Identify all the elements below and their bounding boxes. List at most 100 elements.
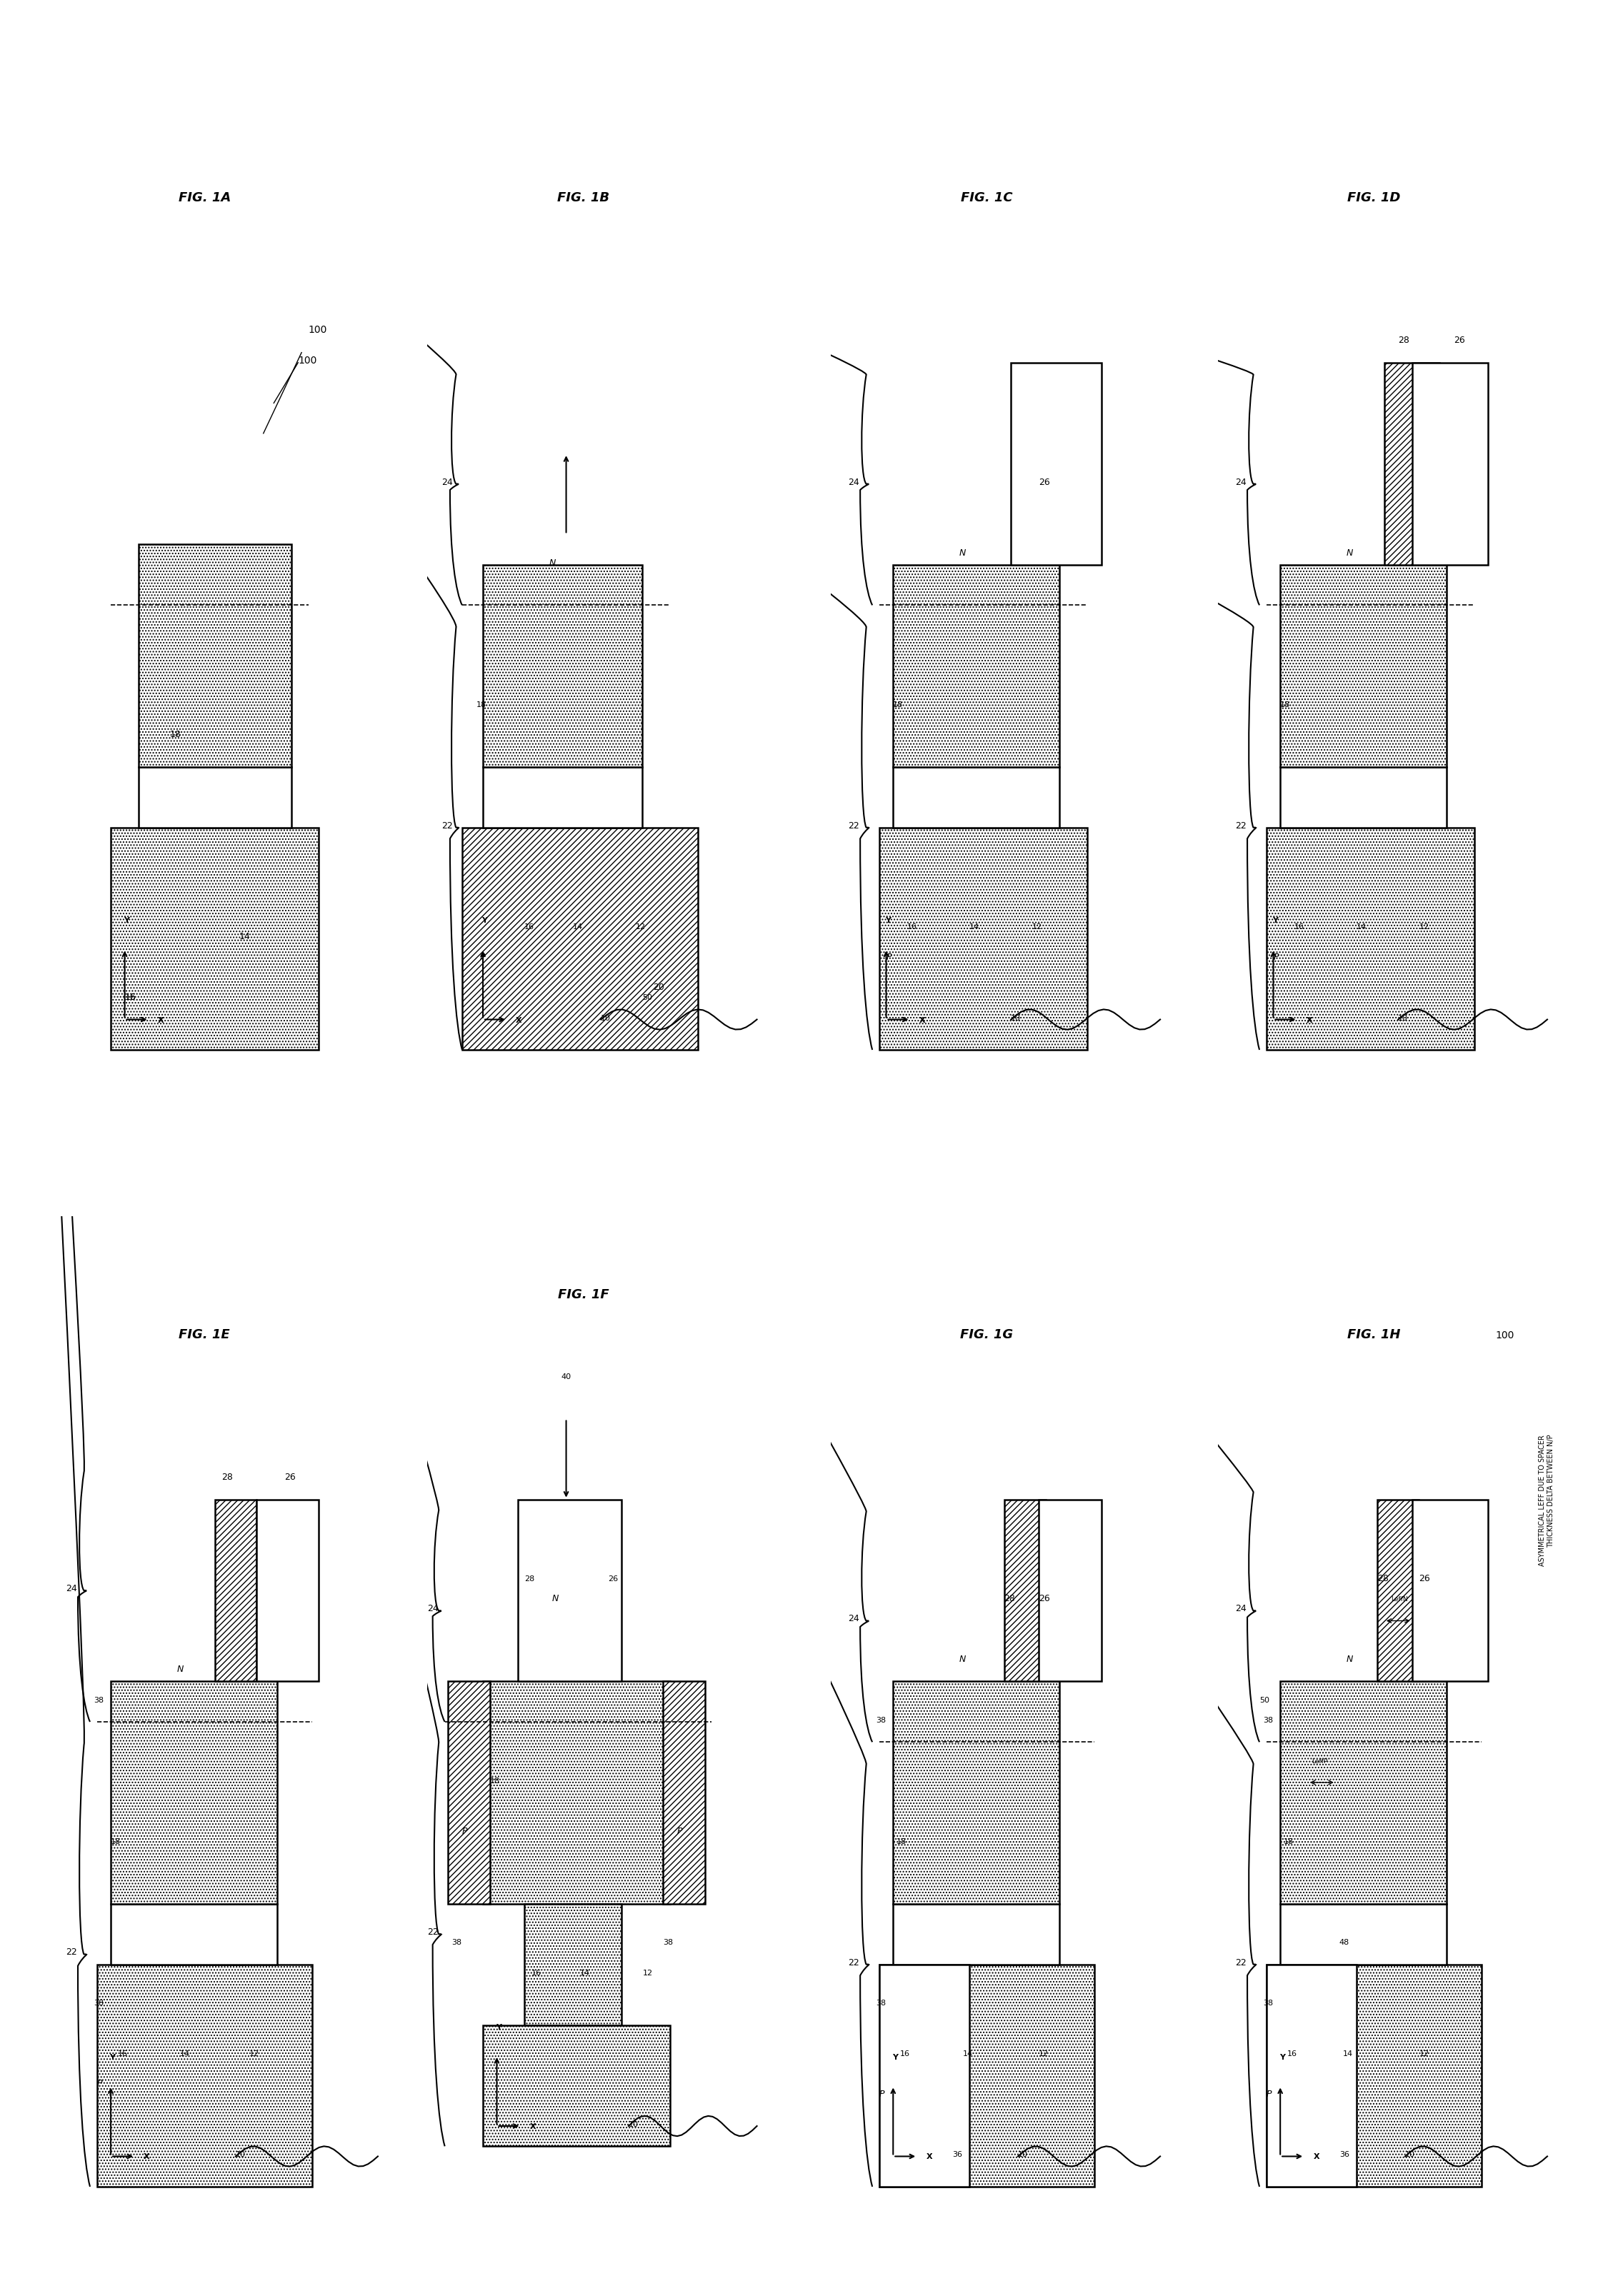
Text: 22: 22 — [427, 1926, 439, 1936]
Text: 18: 18 — [169, 730, 181, 739]
Text: P: P — [677, 1825, 682, 1835]
Text: 26: 26 — [1453, 335, 1465, 344]
Text: FIG. 1D: FIG. 1D — [1347, 191, 1400, 204]
Text: 18: 18 — [1284, 1837, 1294, 1844]
Text: 38: 38 — [663, 1938, 673, 1945]
Text: 10: 10 — [1405, 2151, 1415, 2158]
Text: 100: 100 — [1495, 1329, 1515, 1341]
Bar — [1011, 363, 1102, 565]
Bar — [1411, 363, 1489, 565]
Text: N: N — [548, 558, 555, 567]
Text: Y: Y — [110, 2053, 116, 2060]
Text: Y: Y — [124, 916, 129, 923]
Text: 38: 38 — [94, 1697, 103, 1704]
Bar — [1266, 829, 1474, 1049]
Text: 16: 16 — [118, 2050, 127, 2057]
Bar — [482, 767, 642, 829]
Text: Y: Y — [495, 2023, 502, 2030]
Text: 40: 40 — [561, 1373, 571, 1380]
Text: FIG. 1F: FIG. 1F — [558, 1288, 610, 1300]
Text: 22: 22 — [442, 820, 453, 831]
Text: 26: 26 — [284, 1472, 295, 1481]
Text: 26: 26 — [1039, 478, 1050, 487]
Text: FIG. 1E: FIG. 1E — [179, 1327, 231, 1341]
Text: 10: 10 — [1398, 1015, 1408, 1022]
Bar — [482, 1681, 671, 1903]
Text: X: X — [144, 2154, 150, 2161]
Text: 18: 18 — [111, 1837, 121, 1844]
Bar — [482, 2025, 671, 2147]
Text: 36: 36 — [1339, 2151, 1348, 2158]
Bar — [894, 767, 1060, 829]
Text: 100: 100 — [308, 326, 327, 335]
Text: 16: 16 — [900, 2050, 910, 2057]
Text: N: N — [960, 1653, 966, 1665]
Text: N: N — [960, 549, 966, 558]
Text: 12: 12 — [1032, 923, 1042, 930]
Text: X: X — [1313, 2154, 1319, 2161]
Text: P: P — [886, 953, 892, 962]
Text: 12: 12 — [1039, 2050, 1048, 2057]
Bar — [139, 767, 290, 829]
Text: 28: 28 — [1378, 1573, 1389, 1582]
Bar — [1266, 1965, 1481, 2186]
Text: 22: 22 — [848, 1956, 860, 1968]
Text: 16: 16 — [532, 1970, 542, 1977]
Text: 26: 26 — [1039, 1593, 1050, 1603]
Bar — [1266, 1965, 1357, 2186]
Text: P: P — [479, 953, 486, 962]
Text: Y: Y — [1273, 916, 1277, 923]
Bar — [894, 1903, 1060, 1965]
Text: 14: 14 — [1357, 923, 1366, 930]
Text: Y: Y — [482, 916, 487, 923]
Text: 26: 26 — [1419, 1573, 1431, 1582]
Text: 38: 38 — [452, 1938, 461, 1945]
Text: 24: 24 — [427, 1603, 439, 1614]
Text: N: N — [177, 1665, 184, 1674]
Text: 50: 50 — [1260, 1697, 1269, 1704]
Text: X: X — [516, 1017, 523, 1024]
Bar — [1003, 1499, 1045, 1681]
Bar — [879, 1965, 969, 2186]
Text: 28: 28 — [223, 1472, 234, 1481]
Text: 10: 10 — [629, 2122, 639, 2128]
Bar — [1281, 1681, 1447, 1903]
Text: 16: 16 — [907, 923, 918, 930]
Bar — [97, 1965, 311, 2186]
Text: X: X — [1307, 1017, 1313, 1024]
Text: 24: 24 — [848, 478, 860, 487]
Text: 18: 18 — [490, 1777, 500, 1784]
Bar — [139, 1763, 242, 1965]
Text: 16: 16 — [124, 992, 135, 1001]
Bar — [663, 1681, 705, 1903]
Bar — [1281, 565, 1447, 767]
Text: 10: 10 — [235, 2151, 245, 2158]
Text: N: N — [552, 1593, 560, 1603]
Bar — [921, 1743, 1032, 1965]
Bar — [1384, 363, 1440, 565]
Text: X: X — [158, 1017, 165, 1024]
Text: 24: 24 — [66, 1584, 77, 1593]
Text: 18: 18 — [894, 700, 903, 707]
Text: 24: 24 — [442, 478, 453, 487]
Text: Y: Y — [886, 916, 890, 923]
Text: 36: 36 — [952, 2151, 961, 2158]
Text: 14: 14 — [963, 2050, 973, 2057]
Text: P: P — [97, 2078, 102, 2087]
Text: 26: 26 — [608, 1575, 618, 1582]
Text: X: X — [919, 1017, 926, 1024]
Text: 100: 100 — [298, 356, 316, 365]
Bar — [215, 1499, 256, 1681]
Text: 28: 28 — [524, 1575, 536, 1582]
Text: 24: 24 — [1236, 1603, 1247, 1614]
Text: 24: 24 — [1236, 478, 1247, 487]
Text: 10: 10 — [600, 1015, 611, 1022]
Text: 20: 20 — [653, 983, 665, 992]
Bar — [482, 565, 642, 767]
Text: 12: 12 — [1419, 923, 1429, 930]
Bar — [111, 1681, 277, 1903]
Bar — [511, 627, 615, 829]
Bar — [518, 1499, 621, 1681]
Text: 12: 12 — [636, 923, 645, 930]
Bar — [160, 606, 271, 829]
